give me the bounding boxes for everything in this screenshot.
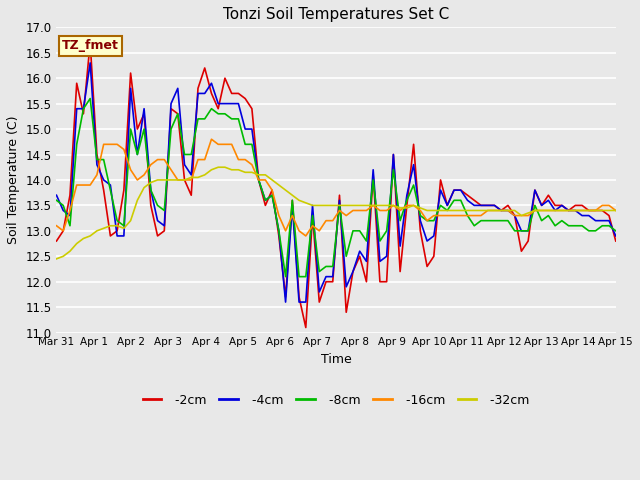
Text: TZ_fmet: TZ_fmet (62, 39, 119, 52)
X-axis label: Time: Time (321, 353, 351, 366)
Y-axis label: Soil Temperature (C): Soil Temperature (C) (7, 116, 20, 244)
Title: Tonzi Soil Temperatures Set C: Tonzi Soil Temperatures Set C (223, 7, 449, 22)
Legend:  -2cm,  -4cm,  -8cm,  -16cm,  -32cm: -2cm, -4cm, -8cm, -16cm, -32cm (138, 389, 534, 412)
